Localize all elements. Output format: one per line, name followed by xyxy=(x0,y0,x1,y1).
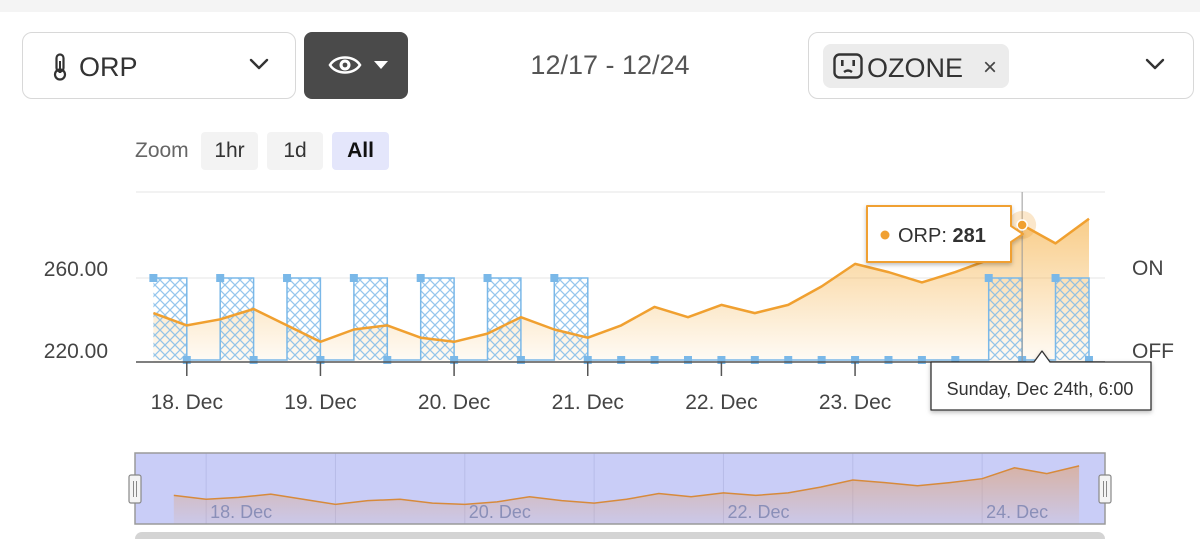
zoom-all-button[interactable]: All xyxy=(332,132,389,170)
navigator-handle[interactable] xyxy=(128,474,142,504)
onoff-marker xyxy=(283,274,292,282)
onoff-marker xyxy=(784,356,793,364)
hover-point xyxy=(1016,219,1028,231)
on-period-hatch xyxy=(988,278,1023,360)
zoom-1d-button[interactable]: 1d xyxy=(267,132,323,170)
navigator-tick-label: 18. Dec xyxy=(210,502,272,522)
onoff-marker xyxy=(683,356,692,364)
onoff-marker xyxy=(1084,356,1093,364)
y-tick-label: 260.00 xyxy=(44,258,108,281)
orp-chart: 18. Dec 19. Dec 20. Dec 21. Dec 22. Dec 23. D… xyxy=(44,191,1174,539)
on-period-hatch xyxy=(420,278,455,360)
onoff-marker xyxy=(516,356,525,364)
navigator-tick-label: 22. Dec xyxy=(727,502,789,522)
onoff-marker xyxy=(917,356,926,364)
onoff-marker xyxy=(884,356,893,364)
x-tick-label: 19. Dec xyxy=(284,391,356,414)
onoff-marker xyxy=(349,274,358,282)
date-tooltip: Sunday, Dec 24th, 6:00 xyxy=(930,350,1152,411)
orp-line xyxy=(152,217,1090,344)
onoff-marker xyxy=(149,274,158,282)
onoff-marker xyxy=(316,356,325,364)
onoff-marker xyxy=(450,356,459,364)
onoff-marker xyxy=(550,274,559,282)
navigator-scrollbar[interactable] xyxy=(135,532,1105,539)
onoff-marker xyxy=(249,356,258,364)
onoff-marker xyxy=(951,356,960,364)
x-tick-label: 18. Dec xyxy=(151,391,223,414)
navigator-tick-label: 20. Dec xyxy=(469,502,531,522)
y-tick-label: 220.00 xyxy=(44,340,108,363)
series-tooltip-dot xyxy=(880,230,890,240)
onoff-line xyxy=(153,277,1090,361)
onoff-marker xyxy=(182,356,191,364)
on-period-hatch xyxy=(1055,278,1089,360)
chevron-down-icon xyxy=(249,58,269,70)
outlet-icon xyxy=(833,53,863,79)
series-tooltip-text: ORP: 281 xyxy=(898,225,986,247)
on-period-hatch xyxy=(554,278,588,360)
x-tick-label: 22. Dec xyxy=(685,391,757,414)
parameter-dropdown[interactable]: ORP xyxy=(22,32,296,99)
parameter-label: ORP xyxy=(79,52,138,82)
onoff-marker xyxy=(984,274,993,282)
x-tick-label: 23. Dec xyxy=(819,391,891,414)
navigator-tick-label: 24. Dec xyxy=(986,502,1048,522)
date-tooltip-box xyxy=(930,350,1152,411)
zoom-label: Zoom xyxy=(135,139,189,162)
y-right-tick-label: OFF xyxy=(1132,340,1174,363)
device-tag-label: OZONE xyxy=(867,53,964,83)
onoff-marker xyxy=(583,356,592,364)
onoff-marker xyxy=(617,356,626,364)
onoff-marker xyxy=(750,356,759,364)
series-tooltip-label: ORP: xyxy=(898,225,952,247)
onoff-marker xyxy=(650,356,659,364)
device-tag: OZONE × xyxy=(823,44,1009,88)
caret-down-icon xyxy=(374,61,388,69)
thermometer-icon xyxy=(53,53,67,81)
onoff-marker xyxy=(817,356,826,364)
chevron-down-icon xyxy=(1145,58,1165,70)
onoff-marker xyxy=(1051,274,1060,282)
navigator-handle[interactable] xyxy=(1098,474,1112,504)
onoff-marker xyxy=(216,274,225,282)
remove-tag-button[interactable]: × xyxy=(983,54,998,81)
onoff-marker xyxy=(717,356,726,364)
onoff-marker xyxy=(483,274,492,282)
zoom-1hr-button[interactable]: 1hr xyxy=(201,132,258,170)
eye-icon xyxy=(328,56,362,74)
on-period-hatch xyxy=(353,278,388,360)
series-tooltip-box xyxy=(866,205,1024,263)
on-period-hatch xyxy=(220,278,254,360)
date-range-label: 12/17 - 12/24 xyxy=(530,50,690,80)
onoff-marker xyxy=(851,356,860,364)
device-dropdown[interactable]: OZONE × xyxy=(808,32,1194,99)
top-strip xyxy=(0,0,1200,12)
onoff-marker xyxy=(383,356,392,364)
onoff-marker xyxy=(416,274,425,282)
date-tooltip-text: Sunday, Dec 24th, 6:00 xyxy=(947,379,1134,399)
x-tick-label: 21. Dec xyxy=(552,391,624,414)
view-toggle-button[interactable] xyxy=(304,32,408,99)
navigator-line xyxy=(173,465,1080,506)
series-tooltip: ORP: 281 xyxy=(866,205,1024,263)
series-tooltip-value: 281 xyxy=(952,225,985,247)
y-right-tick-label: ON xyxy=(1132,257,1164,280)
on-period-hatch xyxy=(287,278,321,360)
x-tick-label: 20. Dec xyxy=(418,391,490,414)
